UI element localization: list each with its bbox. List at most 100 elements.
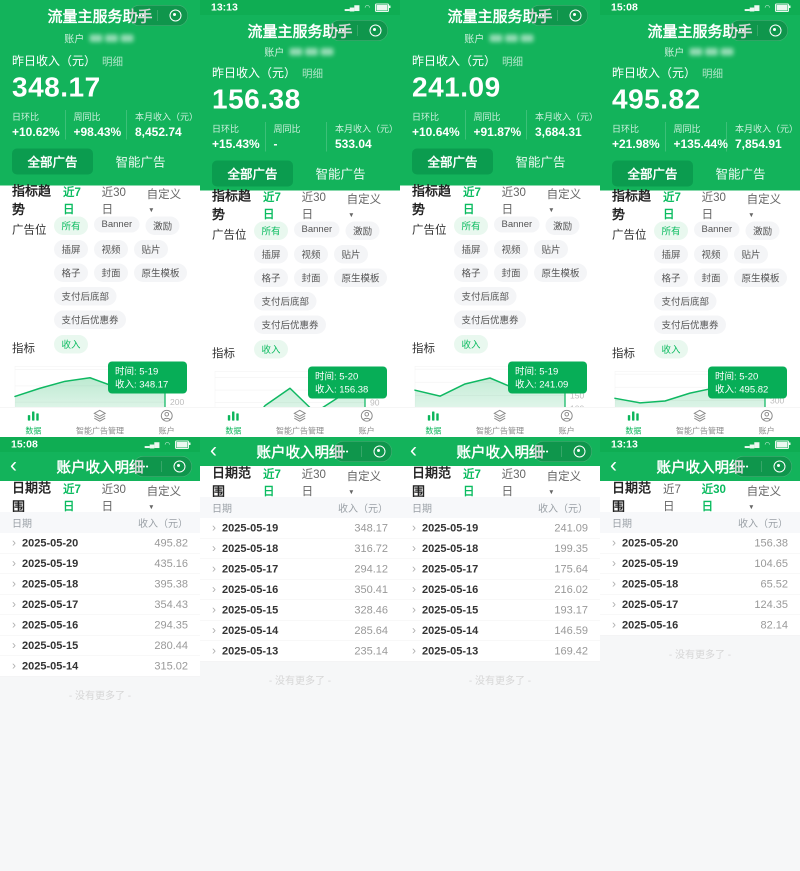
smart-ads-button[interactable]: 智能广告 xyxy=(315,167,366,182)
adslot-pill[interactable]: 激励 xyxy=(145,216,180,235)
adslot-pill[interactable]: 格子 xyxy=(454,263,489,282)
table-row[interactable]: › 2025-05-15 280.44 xyxy=(0,635,200,656)
capsule[interactable]: ••• xyxy=(733,456,792,477)
adslot-pill[interactable]: 贴片 xyxy=(734,245,769,264)
smart-ads-button[interactable]: 智能广告 xyxy=(715,167,766,182)
adslot-pill[interactable]: 所有 xyxy=(454,216,489,235)
more-icon[interactable]: ••• xyxy=(139,462,149,471)
target-icon[interactable] xyxy=(369,24,382,37)
more-icon[interactable]: ••• xyxy=(539,447,549,456)
table-row[interactable]: › 2025-05-17 354.43 xyxy=(0,594,200,615)
adslot-pill[interactable]: 支付后底部 xyxy=(454,287,517,306)
adslot-pill[interactable]: 支付后底部 xyxy=(54,287,117,306)
table-row[interactable]: › 2025-05-16 216.02 xyxy=(400,579,600,600)
table-row[interactable]: › 2025-05-18 199.35 xyxy=(400,538,600,559)
table-row[interactable]: › 2025-05-13 169.42 xyxy=(400,641,600,662)
adslot-pill[interactable]: Banner xyxy=(494,216,540,233)
smart-ads-button[interactable]: 智能广告 xyxy=(515,155,566,170)
adslot-pill[interactable]: 格子 xyxy=(54,263,89,282)
capsule[interactable]: ••• xyxy=(129,5,188,26)
capsule[interactable]: ••• xyxy=(529,5,588,26)
adslot-pill[interactable]: 贴片 xyxy=(534,240,569,259)
more-icon[interactable]: ••• xyxy=(735,26,745,35)
tab-data[interactable]: 数据 xyxy=(0,408,67,438)
metric-pill[interactable]: 收入 xyxy=(54,335,89,354)
adslot-pill[interactable]: Banner xyxy=(694,221,740,238)
adslot-pill[interactable]: 支付后优惠券 xyxy=(454,310,527,329)
range-30d[interactable]: 近30日 xyxy=(301,467,326,498)
range-custom[interactable]: 自定义 ▼ xyxy=(747,189,788,220)
range-custom[interactable]: 自定义 ▼ xyxy=(347,189,388,220)
table-row[interactable]: › 2025-05-18 395.38 xyxy=(0,574,200,595)
metric-pill[interactable]: 收入 xyxy=(454,335,489,354)
capsule[interactable]: ••• xyxy=(729,20,788,41)
adslot-pill[interactable]: 激励 xyxy=(545,216,580,235)
target-icon[interactable] xyxy=(569,9,582,22)
adslot-pill[interactable]: 支付后底部 xyxy=(254,292,317,311)
adslot-pill[interactable]: 格子 xyxy=(254,268,289,287)
tab-account[interactable]: 账户 xyxy=(133,408,200,438)
adslot-pill[interactable]: 原生模板 xyxy=(534,263,588,282)
adslot-pill[interactable]: 所有 xyxy=(254,221,289,240)
table-row[interactable]: › 2025-05-17 175.64 xyxy=(400,559,600,580)
capsule[interactable]: ••• xyxy=(329,20,388,41)
adslot-pill[interactable]: 支付后优惠券 xyxy=(254,315,327,334)
table-row[interactable]: › 2025-05-18 316.72 xyxy=(200,538,400,559)
target-icon[interactable] xyxy=(169,9,182,22)
table-row[interactable]: › 2025-05-19 435.16 xyxy=(0,553,200,574)
capsule[interactable]: ••• xyxy=(333,441,392,462)
table-row[interactable]: › 2025-05-15 328.46 xyxy=(200,600,400,621)
table-row[interactable]: › 2025-05-16 350.41 xyxy=(200,579,400,600)
more-icon[interactable]: ••• xyxy=(339,447,349,456)
range-7d[interactable]: 近7日 xyxy=(462,185,481,216)
range-custom[interactable]: 自定义 ▼ xyxy=(147,481,188,512)
adslot-pill[interactable]: 视频 xyxy=(494,240,529,259)
table-row[interactable]: › 2025-05-14 315.02 xyxy=(0,656,200,677)
adslot-pill[interactable]: 视频 xyxy=(94,240,129,259)
range-custom[interactable]: 自定义 ▼ xyxy=(547,184,588,215)
adslot-pill[interactable]: 视频 xyxy=(694,245,729,264)
adslot-pill[interactable]: 激励 xyxy=(345,221,380,240)
target-icon[interactable] xyxy=(773,460,786,473)
adslot-pill[interactable]: 所有 xyxy=(654,221,689,240)
table-row[interactable]: › 2025-05-20 495.82 xyxy=(0,533,200,554)
income-detail-link[interactable]: 明细 xyxy=(702,68,723,80)
tab-account[interactable]: 账户 xyxy=(533,408,600,438)
table-row[interactable]: › 2025-05-14 285.64 xyxy=(200,620,400,641)
adslot-pill[interactable]: 贴片 xyxy=(134,240,169,259)
range-30d[interactable]: 近30日 xyxy=(501,467,526,498)
adslot-pill[interactable]: 插屏 xyxy=(454,240,489,259)
table-row[interactable]: › 2025-05-19 241.09 xyxy=(400,518,600,539)
all-ads-button[interactable]: 全部广告 xyxy=(612,160,693,187)
smart-ads-button[interactable]: 智能广告 xyxy=(115,155,166,170)
back-button[interactable]: ‹ xyxy=(10,453,17,477)
all-ads-button[interactable]: 全部广告 xyxy=(212,160,293,187)
more-icon[interactable]: ••• xyxy=(335,26,345,35)
range-custom[interactable]: 自定义 ▼ xyxy=(147,184,188,215)
income-detail-link[interactable]: 明细 xyxy=(102,56,123,68)
all-ads-button[interactable]: 全部广告 xyxy=(12,148,93,175)
table-row[interactable]: › 2025-05-20 156.38 xyxy=(600,533,800,554)
tab-smart-ads[interactable]: 智能广告管理 xyxy=(267,408,334,438)
more-icon[interactable]: ••• xyxy=(739,462,749,471)
range-7d[interactable]: 近7日 xyxy=(662,482,681,513)
range-30d[interactable]: 近30日 xyxy=(701,190,726,221)
adslot-pill[interactable]: 封面 xyxy=(94,263,129,282)
adslot-pill[interactable]: 原生模板 xyxy=(134,263,188,282)
adslot-pill[interactable]: 支付后优惠券 xyxy=(54,310,127,329)
range-7d[interactable]: 近7日 xyxy=(62,482,81,513)
target-icon[interactable] xyxy=(373,445,386,458)
adslot-pill[interactable]: 封面 xyxy=(494,263,529,282)
adslot-pill[interactable]: 格子 xyxy=(654,268,689,287)
adslot-pill[interactable]: 封面 xyxy=(694,268,729,287)
income-detail-link[interactable]: 明细 xyxy=(502,56,523,68)
range-custom[interactable]: 自定义 ▼ xyxy=(747,481,788,512)
adslot-pill[interactable]: 原生模板 xyxy=(734,268,788,287)
back-button[interactable]: ‹ xyxy=(410,438,417,462)
tab-smart-ads[interactable]: 智能广告管理 xyxy=(667,408,734,438)
tab-data[interactable]: 数据 xyxy=(200,408,267,438)
table-row[interactable]: › 2025-05-18 65.52 xyxy=(600,574,800,595)
target-icon[interactable] xyxy=(769,24,782,37)
more-icon[interactable]: ••• xyxy=(135,11,145,20)
adslot-pill[interactable]: 封面 xyxy=(294,268,329,287)
